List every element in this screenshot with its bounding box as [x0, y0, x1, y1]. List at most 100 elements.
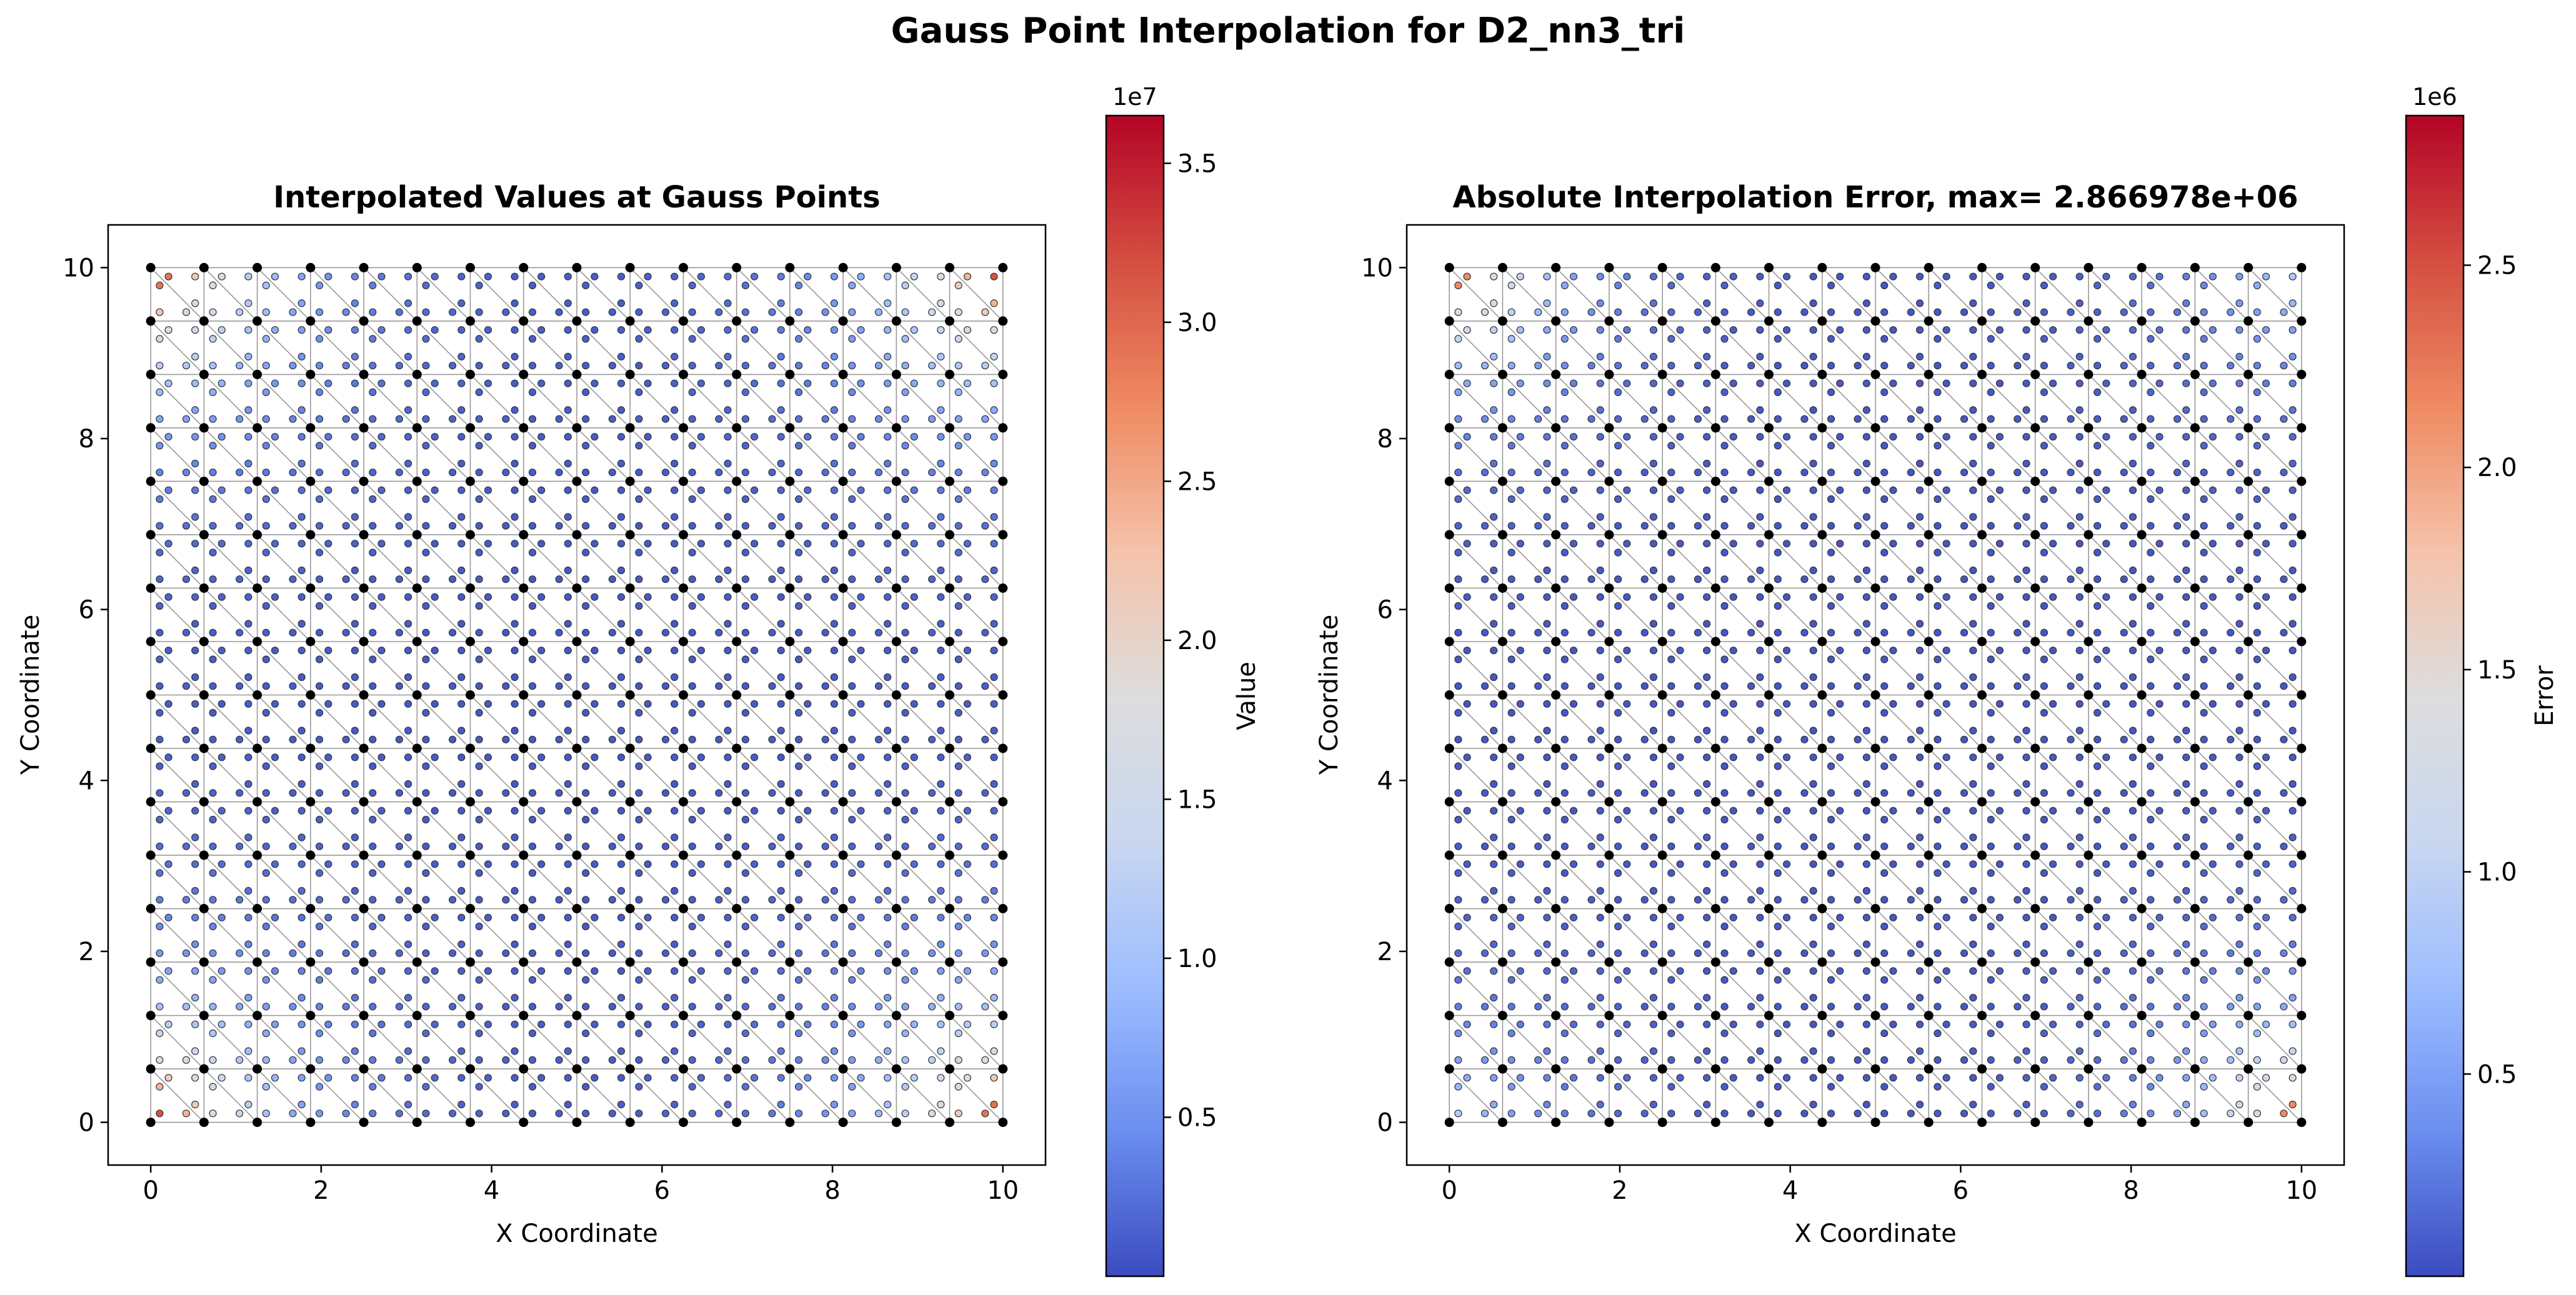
mesh-node: [252, 743, 262, 753]
gauss-point: [608, 789, 616, 797]
gauss-point: [1480, 682, 1489, 690]
gauss-point: [2049, 1020, 2057, 1028]
mesh-edge: [416, 694, 471, 749]
gauss-point: [777, 993, 785, 1002]
gauss-point: [750, 326, 759, 334]
gauss-point: [1756, 379, 1764, 387]
mesh-edge: [150, 748, 204, 803]
gauss-point: [697, 753, 706, 762]
gauss-point: [1507, 842, 1515, 850]
mesh-node: [1497, 1118, 1507, 1128]
gauss-point: [1862, 1047, 1870, 1055]
gauss-point: [1490, 272, 1498, 280]
gauss-point: [671, 272, 679, 280]
gauss-point: [794, 281, 803, 289]
gauss-point: [635, 708, 643, 717]
mesh-node: [2030, 477, 2040, 486]
gauss-point: [928, 1003, 936, 1011]
gauss-point: [1587, 842, 1595, 850]
gauss-point: [2253, 976, 2261, 984]
mesh-node: [252, 637, 262, 647]
gauss-point: [750, 967, 759, 975]
gauss-point: [528, 735, 537, 743]
colorbar-tick-label: 2.0: [2477, 454, 2517, 482]
gauss-point: [1800, 949, 1809, 957]
mesh-edge: [789, 694, 844, 749]
gauss-point: [289, 362, 297, 370]
mesh-node: [359, 477, 369, 486]
gauss-point: [2022, 727, 2030, 735]
gauss-point: [164, 806, 172, 815]
gauss-point: [262, 415, 270, 423]
mesh-node: [306, 797, 316, 806]
gauss-point: [1809, 1074, 1817, 1082]
gauss-point: [928, 1109, 936, 1118]
mesh-node: [1604, 743, 1614, 753]
gauss-point: [1720, 442, 1729, 450]
mesh-edge: [2088, 320, 2142, 375]
gauss-point: [591, 806, 599, 815]
gauss-point: [724, 379, 732, 387]
gauss-point: [2253, 949, 2261, 957]
gauss-point: [661, 949, 670, 957]
gauss-point: [395, 789, 404, 797]
gauss-point: [644, 326, 652, 334]
gauss-point: [1756, 673, 1764, 682]
mesh-node: [2084, 957, 2094, 967]
gauss-point: [2253, 762, 2261, 770]
gauss-point: [1942, 272, 1950, 280]
gauss-point: [324, 700, 332, 708]
gauss-point: [262, 442, 270, 450]
gauss-point: [1667, 415, 1675, 423]
y-axis-label: Y Coordinate: [1315, 615, 1344, 775]
gauss-point: [1614, 495, 1622, 504]
gauss-point: [671, 806, 679, 815]
mesh-node: [146, 1011, 156, 1021]
gauss-point: [2235, 379, 2244, 387]
mesh-node: [1551, 1064, 1561, 1074]
gauss-point: [1596, 486, 1604, 494]
gauss-point: [1836, 913, 1844, 921]
mesh-node: [1604, 1118, 1614, 1128]
gauss-point: [1836, 1020, 1844, 1028]
mesh-edge: [1981, 320, 2036, 375]
gauss-point: [1480, 628, 1489, 637]
gauss-point: [2014, 949, 2022, 957]
gauss-point: [262, 842, 270, 850]
gauss-point: [2094, 522, 2102, 530]
mesh-node: [945, 477, 955, 486]
gauss-point: [1703, 780, 1711, 788]
gauss-point: [1614, 789, 1622, 797]
gauss-point: [2022, 593, 2030, 601]
gauss-point: [2262, 647, 2270, 655]
mesh-edge: [2248, 641, 2302, 696]
gauss-point: [262, 335, 270, 343]
gauss-point: [289, 415, 297, 423]
gauss-point: [804, 326, 812, 334]
gauss-point: [2253, 708, 2261, 717]
gauss-point: [1889, 379, 1897, 387]
gauss-point: [1862, 620, 1870, 628]
gauss-point: [1987, 522, 1995, 530]
gauss-point: [448, 575, 457, 583]
gauss-point: [804, 806, 812, 815]
mesh-node: [252, 262, 262, 272]
gauss-point: [804, 379, 812, 387]
gauss-point: [236, 469, 244, 477]
gauss-point: [1720, 735, 1729, 743]
gauss-point: [2094, 976, 2102, 984]
mesh-edge: [416, 374, 471, 429]
mesh-node: [945, 369, 955, 379]
gauss-point: [1915, 486, 1924, 494]
gauss-point: [2147, 1056, 2155, 1064]
mesh-edge: [1981, 587, 2036, 642]
gauss-point: [2094, 1003, 2102, 1011]
mesh-edge: [203, 748, 258, 803]
gauss-point: [1534, 949, 1542, 957]
gauss-point: [990, 486, 998, 494]
gauss-point: [324, 1020, 332, 1028]
gauss-point: [635, 362, 643, 370]
gauss-point: [1454, 628, 1462, 637]
gauss-point: [2227, 1003, 2235, 1011]
